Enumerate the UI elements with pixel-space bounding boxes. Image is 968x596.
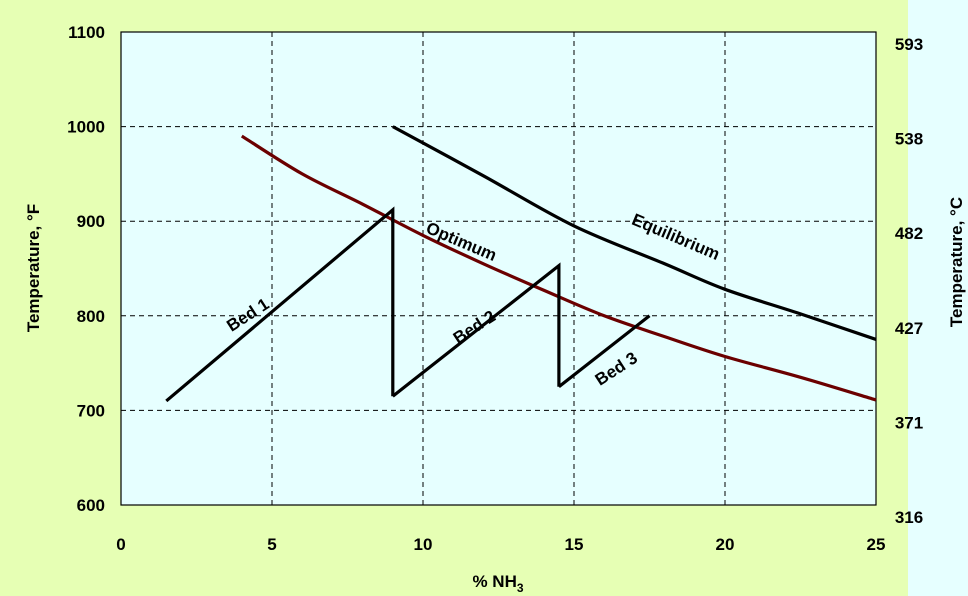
y-left-tick-label: 1000 xyxy=(67,118,105,137)
x-tick-label: 20 xyxy=(716,535,735,554)
y-right-tick-labels: 316 371 427 482 538 593 xyxy=(895,35,923,527)
y-right-tick-label: 427 xyxy=(895,319,923,338)
x-axis-title: % NH3 xyxy=(472,572,523,595)
series-bed-2 xyxy=(391,262,561,398)
x-tick-label: 5 xyxy=(267,535,276,554)
x-tick-label: 10 xyxy=(414,535,433,554)
y-right-tick-label: 371 xyxy=(895,413,923,432)
y-right-tick-label: 482 xyxy=(895,224,923,243)
x-tick-labels: 0 5 10 15 20 25 xyxy=(116,535,885,554)
y-left-tick-label: 1100 xyxy=(68,23,105,42)
y-axis-title-right: Temperature, °C xyxy=(947,197,966,327)
y-right-tick-label: 316 xyxy=(895,508,923,527)
y-right-tick-label: 538 xyxy=(895,130,923,149)
y-left-tick-labels: 600 700 800 900 1000 1100 xyxy=(67,23,105,515)
y-axis-title-left: Temperature, °F xyxy=(24,204,43,332)
x-tick-label: 0 xyxy=(116,535,125,554)
y-left-tick-label: 700 xyxy=(77,401,105,420)
series-bed-1 xyxy=(165,206,395,403)
series-lines xyxy=(165,125,877,403)
series-optimum xyxy=(240,134,877,402)
y-left-tick-label: 900 xyxy=(77,212,105,231)
right-background-strip xyxy=(908,0,968,596)
x-tick-label: 25 xyxy=(867,535,886,554)
plot-area xyxy=(120,31,877,506)
y-left-tick-label: 800 xyxy=(77,307,105,326)
y-right-tick-label: 593 xyxy=(895,35,923,54)
gridlines xyxy=(121,32,876,505)
x-tick-label: 15 xyxy=(565,535,584,554)
y-left-tick-label: 600 xyxy=(77,496,105,515)
series-bed-3 xyxy=(557,314,651,389)
series-equilibrium xyxy=(392,125,877,341)
